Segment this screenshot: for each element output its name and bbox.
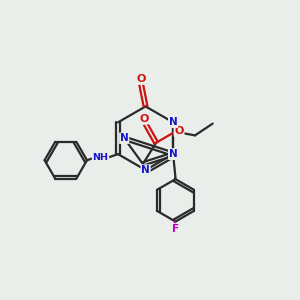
- Text: N: N: [169, 149, 178, 159]
- Text: N: N: [169, 117, 178, 127]
- Text: N: N: [141, 165, 150, 175]
- Text: O: O: [140, 114, 149, 124]
- Text: O: O: [174, 126, 184, 136]
- Text: N: N: [120, 133, 129, 143]
- Text: O: O: [136, 74, 146, 84]
- Text: F: F: [172, 224, 179, 234]
- Text: N: N: [169, 149, 178, 159]
- Text: NH: NH: [92, 153, 109, 162]
